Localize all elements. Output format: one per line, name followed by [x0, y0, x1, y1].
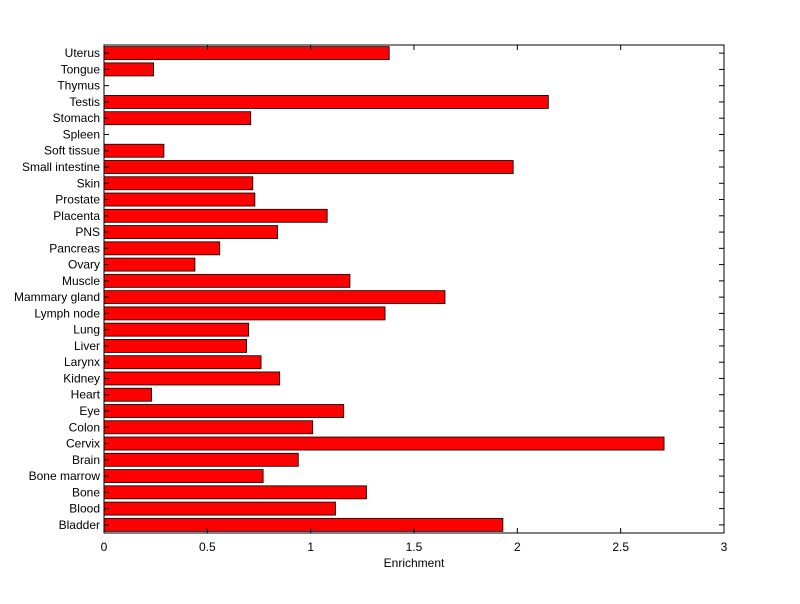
y-tick-label-placenta: Placenta — [53, 209, 100, 223]
bar-testis — [103, 95, 549, 109]
y-tick-label-ovary: Ovary — [68, 258, 100, 272]
bar-kidney — [103, 371, 281, 386]
labels-layer: Uterus Tongue Thymus Testis Stomach Spleen Sof… — [14, 46, 728, 554]
bar-uterus — [103, 46, 390, 61]
y-tick-label-stomach: Stomach — [53, 111, 100, 125]
y-tick-label-prostate: Prostate — [55, 193, 100, 207]
bar-bone — [103, 485, 367, 500]
bar-stomach — [103, 111, 252, 126]
bar-bladder — [103, 517, 504, 532]
y-tick-label-liver: Liver — [74, 339, 100, 353]
ticks-layer — [103, 45, 725, 533]
y-tick-label-pns: PNS — [75, 225, 100, 239]
x-tick-label-0: 0 — [101, 540, 108, 554]
x-tick-label-3: 1.5 — [406, 540, 423, 554]
y-tick-label-testis: Testis — [69, 95, 100, 109]
y-tick-label-bone-marrow: Bone marrow — [29, 469, 101, 483]
bar-soft-tissue — [103, 143, 165, 158]
y-tick-label-bone: Bone — [72, 485, 100, 499]
y-tick-label-brain: Brain — [72, 453, 100, 467]
bar-lymph-node — [103, 306, 386, 321]
bar-prostate — [103, 192, 256, 207]
bar-lung — [103, 322, 250, 337]
y-tick-label-spleen: Spleen — [63, 127, 100, 141]
y-tick-label-uterus: Uterus — [65, 46, 100, 60]
y-tick-label-soft-tissue: Soft tissue — [44, 144, 100, 158]
y-tick-label-pancreas: Pancreas — [49, 241, 100, 255]
bar-skin — [103, 176, 254, 191]
bar-ovary — [103, 257, 196, 272]
y-tick-label-kidney: Kidney — [63, 371, 100, 385]
y-tick-label-eye: Eye — [79, 404, 100, 418]
y-tick-label-lung: Lung — [73, 323, 100, 337]
bar-tongue — [103, 62, 154, 77]
x-tick-label-4: 2 — [514, 540, 521, 554]
bar-small-intestine — [103, 160, 514, 174]
y-tick-label-cervix: Cervix — [66, 437, 100, 451]
bars-layer — [103, 46, 665, 532]
y-tick-label-mammary-gland: Mammary gland — [14, 290, 100, 304]
x-tick-label-5: 2.5 — [612, 540, 629, 554]
bar-bone-marrow — [103, 469, 264, 483]
y-tick-label-heart: Heart — [71, 388, 101, 402]
y-tick-label-larynx: Larynx — [64, 355, 100, 369]
y-tick-label-lymph-node: Lymph node — [34, 306, 100, 320]
bar-eye — [103, 404, 345, 418]
bar-larynx — [103, 355, 262, 370]
x-axis-label: Enrichment — [384, 556, 445, 570]
bar-muscle — [103, 273, 351, 288]
y-tick-label-tongue: Tongue — [61, 62, 101, 76]
bar-blood — [103, 501, 336, 516]
bar-liver — [103, 339, 248, 353]
y-tick-label-thymus: Thymus — [57, 79, 100, 93]
y-tick-label-blood: Blood — [69, 502, 100, 516]
bar-brain — [103, 452, 299, 467]
x-tick-label-6: 3 — [721, 540, 728, 554]
bar-colon — [103, 420, 314, 435]
bar-pancreas — [103, 241, 221, 256]
bar-cervix — [103, 436, 665, 451]
y-tick-label-small-intestine: Small intestine — [22, 160, 100, 174]
y-tick-label-colon: Colon — [69, 420, 100, 434]
y-tick-label-muscle: Muscle — [62, 274, 100, 288]
y-tick-label-bladder: Bladder — [59, 518, 100, 532]
bar-mammary-gland — [103, 290, 446, 305]
bar-heart — [103, 387, 152, 402]
x-tick-label-2: 1 — [307, 540, 314, 554]
bar-placenta — [103, 208, 328, 223]
y-tick-label-skin: Skin — [77, 176, 100, 190]
bar-pns — [103, 225, 279, 239]
x-tick-label-1: 0.5 — [199, 540, 216, 554]
